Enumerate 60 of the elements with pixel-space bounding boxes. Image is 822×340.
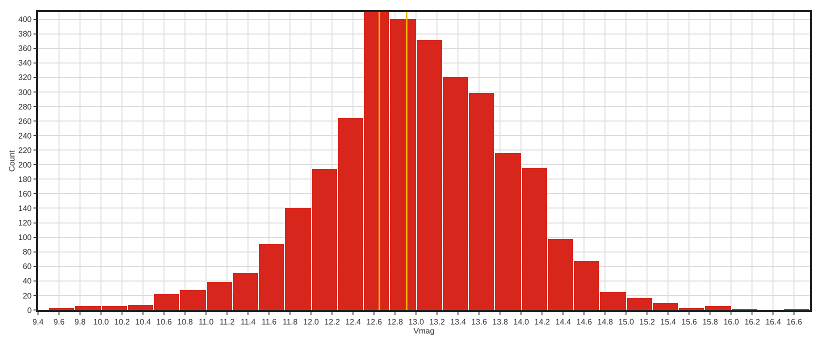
y-tick-label: 0 <box>27 306 32 315</box>
x-tick-label: 13.4 <box>450 317 466 326</box>
y-tick-label: 340 <box>18 58 32 68</box>
y-tick-label: 380 <box>18 30 32 39</box>
x-tick-label: 13.2 <box>429 317 446 326</box>
y-tick-label: 320 <box>18 73 32 82</box>
x-tick-label: 13.0 <box>408 317 424 326</box>
x-tick-label: 11.4 <box>240 317 256 326</box>
x-tick-label: 12.2 <box>324 317 340 326</box>
x-tick-label: 15.8 <box>702 317 719 326</box>
y-tick-label: 120 <box>18 218 32 228</box>
x-tick-label: 16.4 <box>765 317 782 326</box>
y-tick-label: 200 <box>18 160 32 170</box>
y-tick-label: 300 <box>18 88 32 97</box>
y-tick-label: 360 <box>18 44 32 54</box>
x-tick-label: 10.2 <box>114 317 130 326</box>
x-tick-label: 14.6 <box>576 317 593 326</box>
x-tick-label: 10.8 <box>177 317 194 326</box>
y-tick-label: 140 <box>18 204 32 214</box>
x-tick-label: 11.8 <box>282 317 298 326</box>
y-tick-label: 40 <box>22 276 32 286</box>
x-axis-title: Vmag <box>414 326 434 336</box>
y-tick-label: 180 <box>18 174 32 184</box>
x-tick-label: 16.2 <box>744 317 761 326</box>
x-tick-label: 9.6 <box>53 317 66 326</box>
y-tick-label: 60 <box>22 262 32 272</box>
x-tick-label: 12.0 <box>303 317 320 326</box>
x-tick-label: 10.4 <box>135 317 152 326</box>
x-tick-label: 16.0 <box>723 317 740 326</box>
x-tick-label: 10.0 <box>93 317 110 326</box>
x-tick-label: 14.4 <box>555 317 572 326</box>
y-tick-label: 400 <box>18 15 32 24</box>
y-tick-label: 80 <box>22 248 32 257</box>
x-tick-label: 10.6 <box>156 317 172 326</box>
x-tick-label: 9.4 <box>32 317 44 326</box>
x-tick-label: 16.6 <box>786 317 803 326</box>
x-tick-label: 11.0 <box>198 317 214 326</box>
x-tick-label: 11.6 <box>262 317 278 326</box>
y-axis-title: Count <box>7 150 16 172</box>
x-tick-label: 11.2 <box>220 317 236 326</box>
x-tick-label: 15.6 <box>681 317 698 326</box>
x-tick-label: 12.8 <box>387 317 404 326</box>
y-tick-label: 260 <box>18 116 32 126</box>
y-tick-label: 220 <box>18 146 32 155</box>
y-tick-label: 280 <box>18 102 32 112</box>
y-tick-label: 160 <box>18 190 32 199</box>
x-tick-label: 13.6 <box>471 317 488 326</box>
x-tick-label: 12.6 <box>366 317 382 326</box>
x-tick-label: 14.0 <box>513 317 530 326</box>
x-tick-label: 14.2 <box>534 317 550 326</box>
y-tick-label: 100 <box>18 233 32 242</box>
y-tick-label: 240 <box>18 131 32 140</box>
x-tick-label: 9.8 <box>74 317 86 326</box>
x-tick-label: 13.8 <box>492 317 508 326</box>
x-tick-label: 12.4 <box>345 317 362 326</box>
x-tick-label: 15.2 <box>639 317 656 326</box>
x-tick-label: 15.0 <box>618 317 635 326</box>
x-tick-label: 15.4 <box>660 317 677 326</box>
y-tick-label: 20 <box>22 291 32 300</box>
x-tick-label: 14.8 <box>597 317 614 326</box>
